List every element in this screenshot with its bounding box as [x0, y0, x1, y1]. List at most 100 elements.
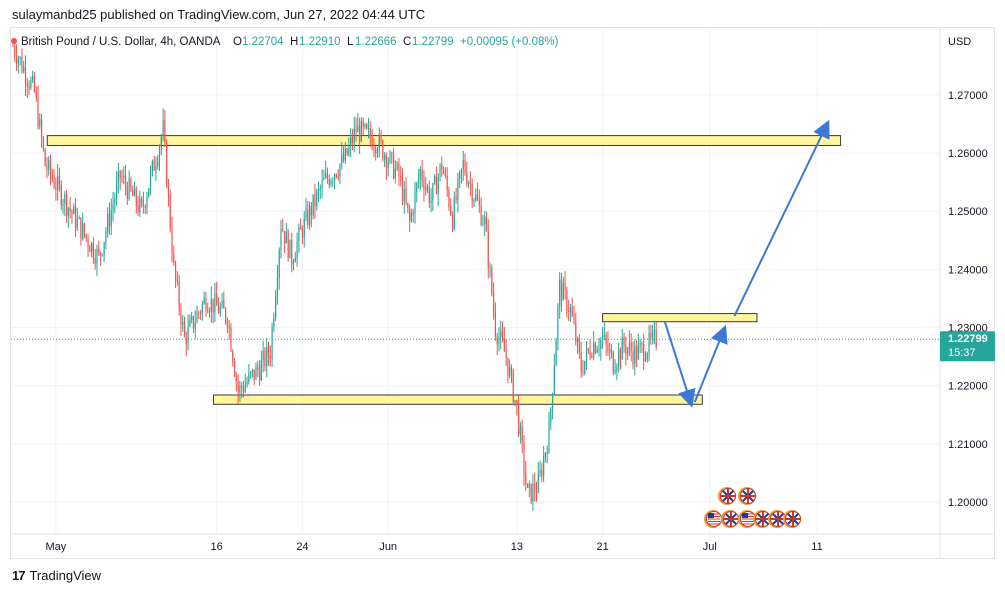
candle-body	[126, 186, 128, 199]
candle-body	[555, 340, 557, 366]
projection-arrow-rally-to-target[interactable]	[693, 324, 728, 403]
candle-body	[12, 45, 14, 47]
candle-body	[451, 214, 454, 229]
footer-brand-label: TradingView	[29, 568, 102, 583]
candle-body	[105, 232, 107, 243]
upper-target-zone[interactable]	[602, 313, 758, 323]
candle-body	[612, 352, 614, 373]
candle-body	[269, 355, 271, 359]
candle-body	[196, 312, 198, 323]
candle-body	[650, 333, 652, 338]
candle-body	[116, 182, 118, 199]
candle-body	[296, 241, 298, 258]
uk-flag-icon[interactable]	[753, 510, 771, 528]
candle-body	[485, 217, 488, 232]
candle-body	[469, 182, 471, 184]
close-label: C	[403, 36, 411, 48]
candle-body	[101, 254, 103, 256]
candle-body	[366, 124, 368, 129]
projection-arrow-drop-to-support[interactable]	[663, 321, 696, 408]
candle-body	[391, 152, 393, 154]
uk-flag-icon[interactable]	[718, 487, 736, 505]
candle-body	[194, 322, 196, 329]
uk-flag-icon[interactable]	[738, 487, 756, 505]
candle-body	[512, 371, 514, 402]
candle-body	[550, 408, 552, 423]
candle-body	[460, 169, 463, 172]
candle-body	[655, 330, 657, 347]
price-axis[interactable]: 1.270001.260001.250001.240001.230001.220…	[948, 90, 988, 509]
candle-body	[330, 180, 332, 185]
candle-body	[260, 360, 262, 381]
candle-body	[144, 206, 146, 208]
candle-body	[316, 191, 318, 207]
candle-body	[135, 188, 137, 206]
candle-body	[312, 194, 314, 216]
candle-body	[344, 148, 346, 161]
candle-body	[112, 204, 114, 211]
candle-body	[183, 321, 186, 337]
candle-body	[332, 180, 334, 182]
candle-body	[139, 198, 141, 212]
candle-body	[621, 337, 623, 360]
candle-body	[475, 194, 477, 200]
candle-body	[58, 175, 61, 185]
candle-body	[584, 360, 586, 374]
candle-body	[48, 160, 50, 171]
candle-body	[598, 348, 600, 350]
candle-body	[176, 278, 178, 282]
candle-body	[514, 399, 516, 402]
candle-body	[430, 200, 432, 203]
candle-body	[151, 160, 153, 172]
candle-body	[580, 352, 582, 372]
candle-body	[623, 337, 625, 346]
candle-body	[280, 229, 282, 251]
us-flag-icon[interactable]	[738, 510, 756, 528]
candle-body	[482, 223, 484, 225]
candle-body	[392, 153, 395, 179]
uk-flag-icon[interactable]	[783, 510, 801, 528]
candle-body	[55, 187, 57, 190]
support-zone[interactable]	[212, 394, 703, 405]
candle-body	[258, 370, 261, 381]
candle-body	[264, 351, 266, 367]
candle-body	[167, 186, 170, 195]
candle-body	[378, 134, 380, 151]
time-tick-label: Jul	[703, 541, 717, 553]
candle-body	[434, 176, 436, 184]
candle-body	[210, 298, 212, 312]
candle-body	[187, 326, 189, 345]
candle-body	[60, 184, 62, 206]
candle-body	[484, 217, 486, 224]
candle-body	[228, 326, 230, 328]
price-tick-label: 1.27000	[948, 90, 988, 102]
candle-body	[346, 148, 348, 155]
resistance-zone[interactable]	[46, 135, 842, 146]
candle-body	[192, 316, 195, 329]
candle-body	[653, 330, 656, 332]
candle-body	[123, 176, 125, 178]
candle-body	[310, 205, 312, 216]
candles	[12, 38, 657, 511]
candle-body	[339, 164, 341, 177]
low-value: 1.22666	[355, 36, 397, 48]
candle-body	[291, 239, 293, 265]
bar-countdown: 15:37	[948, 347, 976, 359]
candle-body	[132, 189, 134, 196]
uk-flag-icon[interactable]	[721, 510, 739, 528]
candle-body	[523, 442, 525, 474]
currency-label: USD	[948, 36, 971, 48]
candle-body	[233, 362, 236, 376]
price-tick-label: 1.21000	[948, 439, 988, 451]
us-flag-icon[interactable]	[704, 510, 722, 528]
footer-brand[interactable]: 17 TradingView	[12, 568, 101, 583]
candle-body	[367, 128, 370, 130]
projection-arrow-rally-to-resistance[interactable]	[733, 119, 830, 317]
candle-body	[350, 137, 352, 146]
time-axis[interactable]: May 16 24 Jun 13 21 Jul 11	[45, 541, 822, 553]
candle-body	[468, 182, 470, 185]
price-tick-label: 1.20000	[948, 497, 988, 509]
candle-body	[28, 85, 30, 88]
candle-body	[389, 152, 391, 163]
